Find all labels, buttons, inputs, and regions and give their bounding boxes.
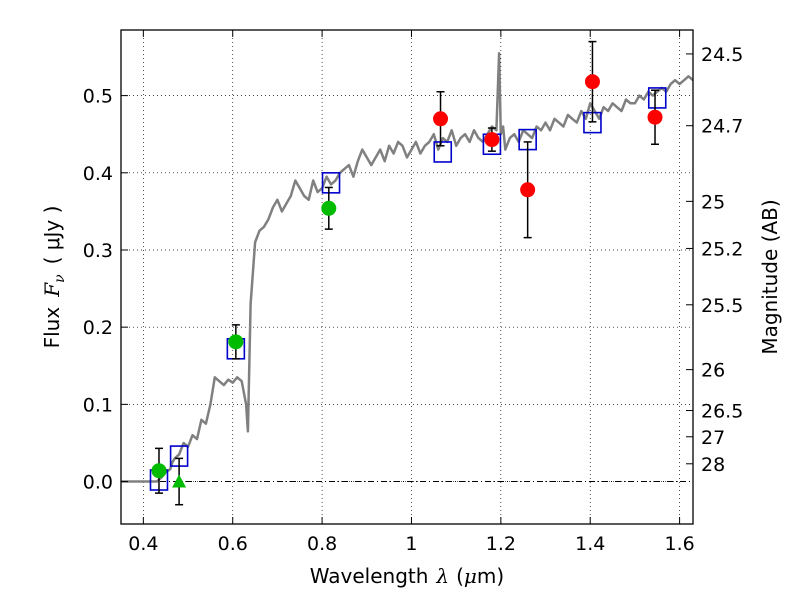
x-axis-label-unit-mu: μ	[464, 564, 477, 588]
upper-limit-triangle	[172, 474, 187, 488]
y-axis-label-prefix: Flux	[40, 307, 64, 349]
data-point	[321, 200, 337, 216]
y-axis-label-unit: ( μJy )	[40, 206, 64, 265]
model-square-point	[647, 87, 667, 109]
y2-tick-label: 24.7	[701, 116, 743, 138]
x-tick-label: 1.4	[575, 533, 605, 555]
y2-tick-label: 28	[701, 454, 725, 476]
ticks: 0.4 0.6 0.8 1 1.2 1.4 1.6 0.0 0.1 0.2 0.3 0.4 0.5 24.…	[83, 30, 743, 555]
x-tick-label: 1.6	[664, 533, 694, 555]
x-axis-label-symbol: λ	[435, 564, 449, 588]
x-axis-label-unit-rest: m)	[477, 564, 504, 588]
data-point	[647, 109, 663, 125]
y2-tick-label: 25.5	[701, 295, 743, 317]
y2-tick-label: 26.5	[701, 401, 743, 423]
markers	[149, 40, 667, 506]
y-tick-label: 0.0	[83, 472, 113, 494]
model-square-point	[433, 141, 453, 163]
y-axis-label-symbol: F	[40, 282, 64, 298]
grid	[121, 30, 693, 524]
y2-tick-label: 25	[701, 191, 725, 213]
data-point	[228, 334, 244, 350]
y-tick-label: 0.4	[83, 163, 113, 185]
y2-tick-label: 24.5	[701, 44, 743, 66]
data-point	[433, 111, 449, 127]
y-axis-label: Flux Fν ( μJy )	[40, 206, 68, 349]
data-point	[484, 132, 500, 148]
y-tick-label: 0.2	[83, 317, 113, 339]
x-axis-label-unit-open: (	[456, 564, 464, 588]
y-tick-label: 0.5	[83, 86, 113, 108]
y-axis-label-subscript: ν	[52, 274, 68, 283]
x-axis-label: Wavelength λ (μm)	[310, 564, 504, 588]
y2-axis-label: Magnitude (AB)	[758, 199, 782, 354]
x-tick-label: 1	[405, 533, 417, 555]
x-tick-label: 0.8	[307, 533, 337, 555]
y-tick-label: 0.3	[83, 240, 113, 262]
y2-tick-label: 26	[701, 360, 725, 382]
data-point	[520, 182, 536, 198]
data-point	[584, 74, 600, 90]
data-point	[151, 463, 167, 479]
plot-frame	[120, 29, 694, 525]
x-axis-label-prefix: Wavelength	[310, 564, 429, 588]
x-tick-label: 0.4	[128, 533, 158, 555]
y2-tick-label: 27	[701, 427, 725, 449]
plot-area	[121, 51, 693, 483]
model-square-point	[321, 172, 341, 194]
x-tick-label: 1.2	[486, 533, 516, 555]
y-tick-label: 0.1	[83, 394, 113, 416]
sed-model-line	[121, 51, 693, 483]
x-tick-label: 0.6	[218, 533, 248, 555]
y2-tick-label: 25.2	[701, 238, 743, 260]
